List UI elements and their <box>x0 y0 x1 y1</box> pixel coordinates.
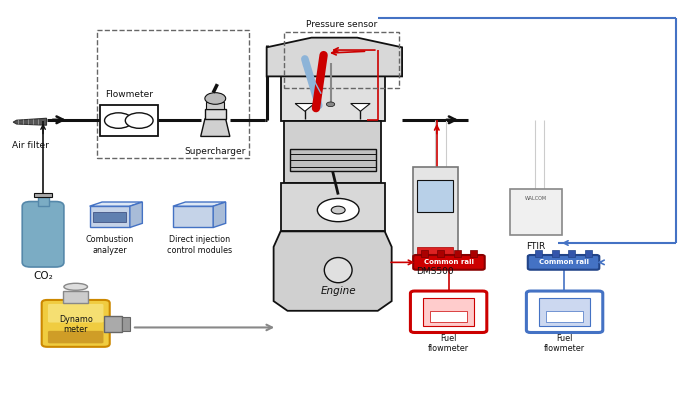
Text: Pressure sensor: Pressure sensor <box>306 20 377 29</box>
Text: Supercharger: Supercharger <box>185 147 246 156</box>
Polygon shape <box>295 103 314 111</box>
Polygon shape <box>351 103 370 111</box>
Text: DMS500: DMS500 <box>416 267 454 276</box>
Circle shape <box>331 206 345 214</box>
Bar <box>536 250 542 257</box>
FancyBboxPatch shape <box>48 331 104 343</box>
FancyBboxPatch shape <box>528 255 599 270</box>
Bar <box>539 298 590 325</box>
Polygon shape <box>201 119 230 136</box>
Bar <box>93 212 127 222</box>
Bar <box>173 206 214 228</box>
FancyBboxPatch shape <box>526 291 603 332</box>
Polygon shape <box>130 202 142 228</box>
Bar <box>454 250 461 257</box>
FancyBboxPatch shape <box>22 202 64 267</box>
Ellipse shape <box>324 257 352 283</box>
Bar <box>546 311 583 321</box>
Circle shape <box>125 113 153 128</box>
Polygon shape <box>173 202 225 206</box>
Bar <box>417 180 453 212</box>
Bar <box>284 121 382 183</box>
Text: CO₂: CO₂ <box>33 271 53 281</box>
Bar <box>290 149 376 171</box>
Bar <box>206 102 224 109</box>
Text: Air filter: Air filter <box>12 141 49 150</box>
Bar <box>100 105 158 136</box>
Bar <box>584 250 592 257</box>
Text: Fuel
flowmeter: Fuel flowmeter <box>544 334 585 353</box>
Bar <box>281 183 385 231</box>
Bar <box>122 317 130 331</box>
FancyBboxPatch shape <box>48 304 104 323</box>
Polygon shape <box>274 231 392 311</box>
Polygon shape <box>90 202 142 206</box>
Text: FTIR: FTIR <box>526 242 545 252</box>
Bar <box>412 167 458 261</box>
Bar <box>510 189 562 235</box>
Polygon shape <box>267 38 402 76</box>
Bar <box>34 193 52 197</box>
Circle shape <box>317 198 359 222</box>
FancyBboxPatch shape <box>413 255 484 270</box>
Text: Direct injection
control modules: Direct injection control modules <box>167 235 232 255</box>
Text: Common rail: Common rail <box>538 259 589 265</box>
Circle shape <box>205 93 225 104</box>
Bar <box>417 247 453 256</box>
Text: Flowmeter: Flowmeter <box>105 90 153 99</box>
Bar <box>284 32 398 88</box>
Polygon shape <box>214 202 225 228</box>
Polygon shape <box>13 118 46 125</box>
Bar <box>423 298 475 325</box>
Text: WALCOM: WALCOM <box>525 196 547 202</box>
Bar <box>552 250 559 257</box>
Text: Common rail: Common rail <box>424 259 474 265</box>
Circle shape <box>326 102 335 107</box>
Bar <box>63 291 88 303</box>
Ellipse shape <box>64 283 88 290</box>
FancyBboxPatch shape <box>410 291 486 332</box>
FancyBboxPatch shape <box>42 300 110 347</box>
Bar <box>568 250 575 257</box>
Text: Fuel
flowmeter: Fuel flowmeter <box>428 334 469 353</box>
Bar <box>38 196 48 206</box>
Bar <box>430 311 468 321</box>
Bar <box>90 206 130 228</box>
Text: Combustion
analyzer: Combustion analyzer <box>85 235 134 255</box>
Bar <box>281 76 385 121</box>
Bar <box>438 250 444 257</box>
Bar <box>104 316 122 332</box>
Text: Dynamo
meter: Dynamo meter <box>59 314 92 334</box>
Bar <box>470 250 477 257</box>
Text: Engine: Engine <box>321 286 356 296</box>
Bar <box>421 250 428 257</box>
Bar <box>205 109 225 119</box>
Circle shape <box>104 113 132 128</box>
Bar <box>97 30 249 158</box>
